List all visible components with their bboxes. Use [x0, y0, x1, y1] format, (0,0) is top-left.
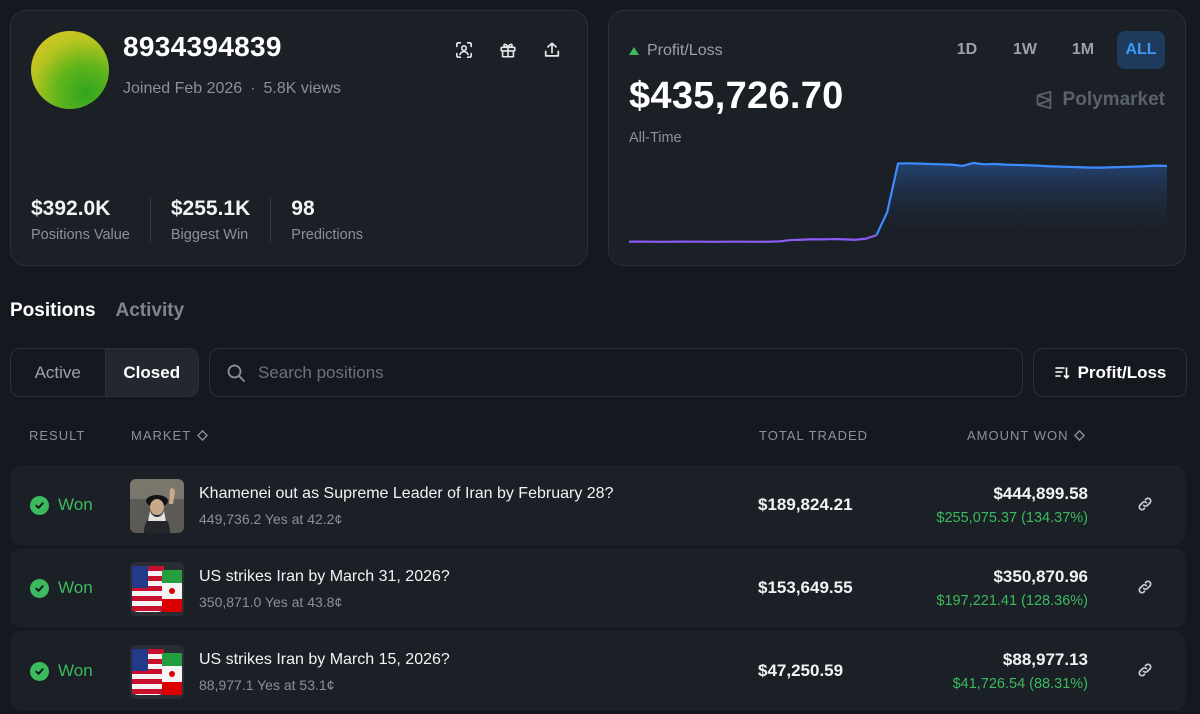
- status-toggle: Active Closed: [10, 348, 199, 397]
- header-amount-won-label: AMOUNT WON: [967, 428, 1069, 443]
- pnl-card: Profit/Loss $435,726.70 All-Time 1D 1W 1…: [608, 10, 1186, 266]
- header-total-traded-label: TOTAL TRADED: [759, 428, 869, 443]
- stat-label: Positions Value: [31, 227, 130, 243]
- username: 8934394839: [123, 31, 282, 62]
- market-subtitle: 449,736.2 Yes at 42.2¢: [199, 511, 343, 527]
- sort-diamond-icon: [1074, 430, 1086, 441]
- share-icon[interactable]: [541, 39, 563, 61]
- view-count: 5.8K views: [263, 80, 341, 97]
- brand: Polymarket: [1033, 89, 1165, 111]
- range-selector: 1D 1W 1M ALL: [943, 31, 1165, 69]
- pnl-line-before: [629, 234, 877, 243]
- stat-biggest-win: $255.1K Biggest Win: [170, 197, 272, 243]
- market-title[interactable]: US strikes Iran by March 31, 2026?: [199, 568, 450, 585]
- profile-stats: $392.0K Positions Value $255.1K Biggest …: [31, 197, 403, 243]
- result-label: Won: [58, 661, 93, 680]
- market-subtitle: 350,871.0 Yes at 43.8¢: [199, 594, 343, 610]
- tab-activity[interactable]: Activity: [115, 300, 185, 321]
- range-1d[interactable]: 1D: [956, 41, 978, 58]
- amount-won: $88,977.13: [1002, 650, 1088, 669]
- sort-label: Profit/Loss: [1077, 362, 1167, 382]
- avatar[interactable]: [31, 31, 109, 109]
- stat-label: Biggest Win: [170, 227, 249, 243]
- stat-positions-value: $392.0K Positions Value: [31, 197, 151, 243]
- range-1w[interactable]: 1W: [1013, 41, 1037, 58]
- triangle-up-icon: [629, 47, 639, 55]
- search-icon: [227, 364, 245, 382]
- check-circle-icon: [30, 578, 49, 598]
- stat-value: $255.1K: [170, 197, 251, 220]
- active-toggle[interactable]: Active: [34, 362, 81, 382]
- check-circle-icon: [30, 495, 49, 515]
- us-iran-flags-image: [130, 645, 184, 699]
- range-1m[interactable]: 1M: [1071, 41, 1095, 58]
- result-badge: Won: [30, 495, 93, 515]
- market-title[interactable]: US strikes Iran by March 15, 2026?: [199, 651, 450, 668]
- link-icon[interactable]: [1136, 495, 1156, 515]
- pnl-label: Profit/Loss: [629, 42, 723, 60]
- brand-name: Polymarket: [1062, 89, 1165, 110]
- profit-amount: $255,075.37 (134.37%): [936, 510, 1088, 526]
- market-subtitle: 88,977.1 Yes at 53.1¢: [199, 677, 335, 693]
- profit-amount: $197,221.41 (128.36%): [936, 593, 1088, 609]
- sort-diamond-icon: [197, 430, 209, 441]
- result-label: Won: [58, 578, 93, 597]
- result-badge: Won: [30, 661, 93, 681]
- result-badge: Won: [30, 578, 93, 598]
- pnl-value: $435,726.70: [629, 75, 844, 117]
- joined-date: Joined Feb 2026: [123, 80, 243, 97]
- table-row[interactable]: Won Khamenei out as Supreme Leader of Ir…: [10, 465, 1186, 545]
- closed-toggle[interactable]: Closed: [104, 349, 198, 396]
- pnl-period: All-Time: [629, 130, 682, 146]
- header-result-label: RESULT: [29, 428, 86, 443]
- search-box: [209, 348, 1023, 397]
- search-input[interactable]: [258, 362, 978, 383]
- main-tabs: Positions Activity: [10, 300, 184, 322]
- total-traded: $153,649.55: [758, 578, 853, 597]
- polymarket-logo-icon: [1036, 90, 1051, 110]
- profile-actions: [453, 39, 563, 61]
- header-result: RESULT: [29, 428, 85, 443]
- table-row[interactable]: Won US strikes Iran by March 15, 2026? 8…: [10, 631, 1186, 711]
- us-iran-flags-image: [130, 562, 184, 616]
- stat-value: $392.0K: [31, 197, 111, 220]
- link-icon[interactable]: [1136, 661, 1156, 681]
- scan-icon[interactable]: [453, 39, 475, 61]
- header-total-traded: TOTAL TRADED: [759, 428, 868, 443]
- profile-card: 8934394839 Joined Feb 2026 · 5.8K views $3…: [10, 10, 588, 266]
- pnl-area: [876, 162, 1167, 245]
- tab-positions[interactable]: Positions: [10, 300, 96, 321]
- portrait-image: [130, 479, 184, 533]
- total-traded: $47,250.59: [758, 661, 844, 680]
- result-label: Won: [58, 495, 93, 514]
- amount-won: $444,899.58: [993, 484, 1088, 503]
- pnl-chart: [629, 161, 1167, 245]
- check-circle-icon: [30, 661, 49, 681]
- stat-value: 98: [291, 197, 315, 220]
- sort-button[interactable]: Profit/Loss: [1033, 348, 1187, 397]
- pnl-label-text: Profit/Loss: [647, 42, 723, 59]
- link-icon[interactable]: [1136, 578, 1156, 598]
- pnl-line-after: [875, 161, 1167, 236]
- sort-icon: [1054, 366, 1069, 379]
- stat-predictions: 98 Predictions: [291, 197, 383, 243]
- meta-separator: ·: [250, 80, 256, 97]
- header-market-label: MARKET: [131, 428, 192, 443]
- range-all[interactable]: ALL: [1117, 31, 1165, 69]
- header-amount-won[interactable]: AMOUNT WON: [967, 428, 1086, 443]
- total-traded: $189,824.21: [758, 495, 853, 514]
- market-title[interactable]: Khamenei out as Supreme Leader of Iran b…: [199, 485, 614, 502]
- stat-label: Predictions: [291, 227, 364, 243]
- profile-meta: Joined Feb 2026 · 5.8K views: [123, 80, 341, 98]
- header-market[interactable]: MARKET: [131, 428, 209, 443]
- profit-amount: $41,726.54 (88.31%): [952, 676, 1088, 692]
- table-row[interactable]: Won US strikes Iran by March 31, 2026? 3…: [10, 548, 1186, 628]
- gift-icon[interactable]: [497, 39, 519, 61]
- amount-won: $350,870.96: [993, 567, 1088, 586]
